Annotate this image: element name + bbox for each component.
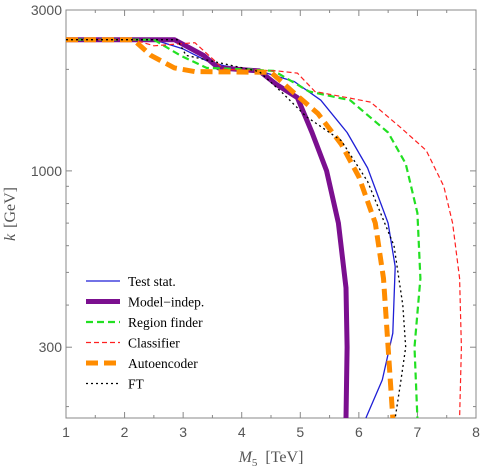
- x-tick-label: 6: [355, 424, 363, 440]
- x-axis-label-unit: [TeV]: [265, 449, 303, 466]
- y-axis-label-var: k: [2, 233, 19, 241]
- x-tick-label: 5: [296, 424, 304, 440]
- series-line-0: [66, 39, 396, 419]
- legend: Test stat. Model−indep. Region finder Class…: [86, 274, 204, 392]
- x-tick-label: 1: [62, 424, 70, 440]
- x-tick-label: 2: [121, 424, 129, 440]
- x-axis-label-sub: 5: [252, 457, 258, 468]
- series-line-4: [66, 37, 396, 419]
- y-axis-label: k [GeV]: [2, 187, 19, 241]
- series-layer: [66, 37, 462, 419]
- y-tick-label: 1000: [31, 163, 62, 179]
- series-line-3: [66, 39, 462, 419]
- y-tick-label: 300: [39, 339, 63, 355]
- legend-label: Test stat.: [128, 274, 176, 289]
- x-axis-label-var: M: [238, 449, 254, 466]
- legend-label: Model−indep.: [128, 295, 204, 310]
- x-tick-label: 8: [472, 424, 480, 440]
- series-line-1: [66, 37, 350, 419]
- x-tick-label: 4: [238, 424, 246, 440]
- x-axis-label: M5 [TeV]: [238, 449, 304, 468]
- series-line-5: [66, 39, 407, 419]
- axis-ticks: 1 2 3 4 5 6 7 8 300 1000 3000: [31, 2, 480, 440]
- y-tick-label: 3000: [31, 2, 62, 18]
- legend-label: FT: [128, 377, 145, 392]
- legend-label: Region finder: [128, 315, 203, 330]
- legend-label: Autoencoder: [128, 356, 198, 371]
- y-axis-label-unit: [GeV]: [2, 187, 19, 228]
- x-tick-label: 7: [414, 424, 422, 440]
- x-tick-label: 3: [179, 424, 187, 440]
- legend-label: Classifier: [128, 336, 180, 351]
- series-line-2: [66, 38, 422, 419]
